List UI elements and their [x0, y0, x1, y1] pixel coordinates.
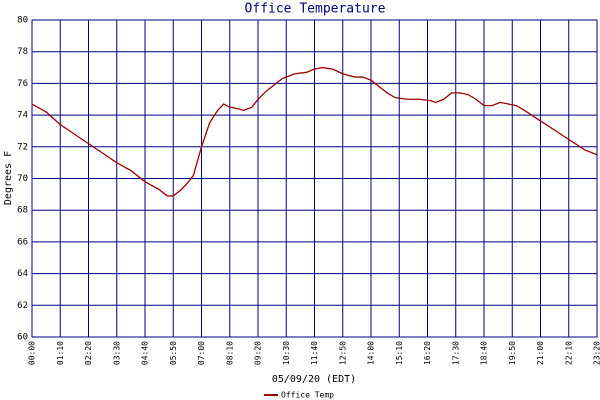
x-tick-label: 04:40	[141, 341, 150, 365]
y-tick-label: 74	[17, 111, 28, 121]
x-tick-label: 21:00	[536, 341, 545, 365]
y-tick-label: 62	[17, 301, 28, 311]
x-tick-label: 19:50	[508, 341, 517, 365]
x-tick-label: 22:10	[564, 341, 573, 365]
y-tick-label: 78	[17, 47, 28, 57]
x-tick-label: 16:20	[423, 341, 432, 365]
x-tick-label: 09:20	[254, 341, 263, 365]
y-tick-label: 64	[17, 269, 28, 279]
y-tick-label: 66	[17, 237, 28, 247]
x-tick-label: 23:20	[593, 341, 600, 365]
x-tick-label: 00:00	[28, 341, 37, 365]
y-tick-label: 60	[17, 333, 28, 343]
legend-swatch	[264, 394, 278, 396]
y-tick-label: 72	[17, 142, 28, 152]
x-tick-label: 10:30	[282, 341, 291, 365]
x-tick-label: 17:30	[451, 341, 460, 365]
data-line	[31, 66, 598, 197]
x-tick-label: 01:10	[56, 341, 65, 365]
x-tick-label: 02:20	[84, 341, 93, 365]
x-tick-label: 18:40	[480, 341, 489, 365]
legend-label: Office Temp	[281, 391, 334, 400]
x-tick-label: 12:50	[338, 341, 347, 365]
x-tick-label: 15:10	[395, 341, 404, 365]
x-axis-label: 05/09/20 (EDT)	[272, 374, 356, 385]
x-tick-label: 05:50	[169, 341, 178, 365]
y-axis-label: Degrees F	[3, 151, 14, 205]
y-tick-label: 80	[17, 16, 28, 26]
x-tick-label: 11:40	[310, 341, 319, 365]
x-tick-label: 14:00	[367, 341, 376, 365]
x-tick-label: 07:00	[197, 341, 206, 365]
x-tick-label: 08:10	[225, 341, 234, 365]
y-tick-label: 68	[17, 206, 28, 216]
chart-title: Office Temperature	[245, 2, 386, 17]
x-tick-label: 03:30	[112, 341, 121, 365]
y-tick-label: 76	[17, 79, 28, 89]
y-tick-label: 70	[17, 174, 28, 184]
